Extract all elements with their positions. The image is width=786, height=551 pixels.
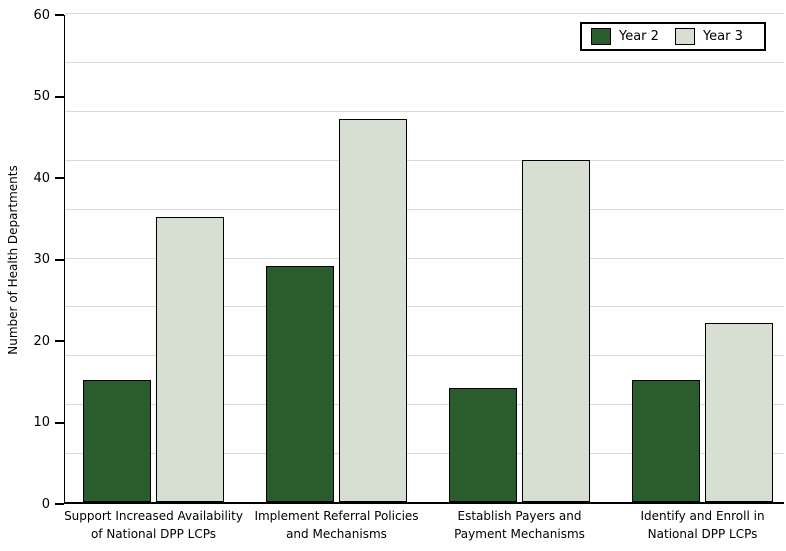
y-tick-label-10: 10 xyxy=(33,415,50,430)
legend-label-year2: Year 2 xyxy=(619,29,659,44)
y-tick-label-50: 50 xyxy=(33,89,50,104)
y-tick-40 xyxy=(55,177,64,179)
legend-swatch-year2 xyxy=(591,28,611,45)
y-tick-20 xyxy=(55,340,64,342)
gridline-6 xyxy=(65,453,784,455)
bar-year2-group2 xyxy=(266,266,334,502)
plot-area xyxy=(64,13,784,504)
y-tick-60 xyxy=(55,14,64,16)
category-label-3: Establish Payers and Payment Mechanisms xyxy=(454,509,585,541)
y-tick-10 xyxy=(55,421,64,424)
bar-year2-group3 xyxy=(449,388,517,502)
y-tick-label-20: 20 xyxy=(33,333,50,349)
y-tick-30 xyxy=(55,258,64,261)
category-label-4: Identify and Enroll in National DPP LCPs xyxy=(640,509,765,541)
gridline-24 xyxy=(65,306,784,308)
y-tick-label-40: 40 xyxy=(33,170,50,186)
y-tick-50 xyxy=(55,95,64,98)
gridline-30 xyxy=(65,257,784,259)
gridline-42 xyxy=(65,159,784,161)
bar-year3-group1 xyxy=(156,217,224,502)
bar-year2-group4 xyxy=(632,380,700,502)
y-tick-label-30: 30 xyxy=(33,252,50,267)
legend-label-year3: Year 3 xyxy=(702,29,743,44)
legend-swatch-year3 xyxy=(674,28,695,45)
category-label-2: Implement Referral Policies and Mechanism… xyxy=(254,509,419,541)
gridline-12 xyxy=(65,404,784,406)
legend-item-year2: Year 2 xyxy=(591,28,659,45)
gridline-54 xyxy=(65,61,784,63)
legend-item-year3: Year 3 xyxy=(674,28,743,45)
gridline-60 xyxy=(65,13,784,14)
gridline-36 xyxy=(65,208,784,210)
gridline-18 xyxy=(65,355,784,357)
bar-year3-group2 xyxy=(339,119,407,502)
legend: Year 2 Year 3 xyxy=(580,22,766,51)
bar-year2-group1 xyxy=(83,380,151,502)
gridline-48 xyxy=(65,110,784,112)
bar-year3-group4 xyxy=(705,323,773,502)
category-label-1: Support Increased Availability of Nationa… xyxy=(64,509,243,541)
y-tick-0 xyxy=(55,503,64,505)
y-tick-label-0: 0 xyxy=(41,496,50,512)
y-tick-label-60: 60 xyxy=(33,7,50,23)
bar-year3-group3 xyxy=(522,160,590,502)
